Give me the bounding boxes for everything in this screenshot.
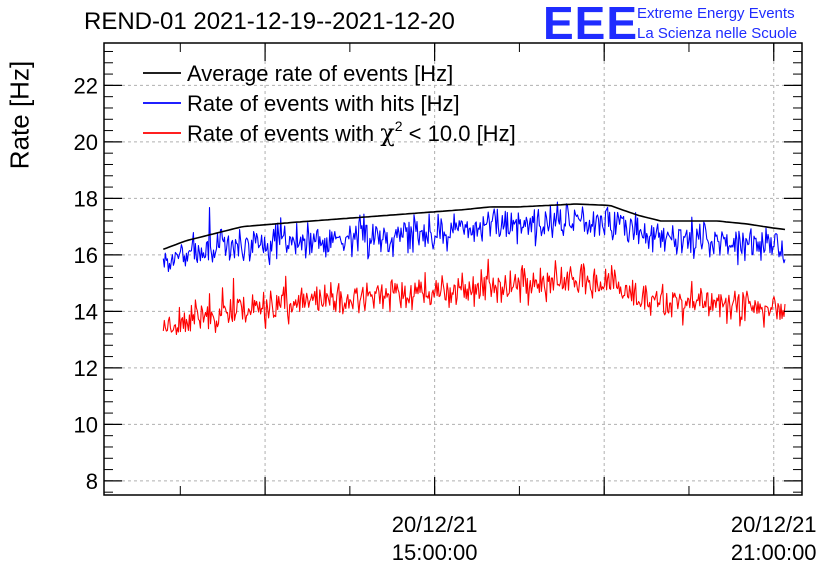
y-tick-label: 10	[74, 412, 98, 437]
grid	[104, 43, 802, 495]
series-layer	[162, 201, 786, 336]
y-tick-label: 18	[74, 186, 98, 211]
chart-title: REND-01 2021-12-19--2021-12-20	[84, 8, 455, 35]
y-tick-label: 8	[86, 469, 98, 494]
x-tick-time-label: 15:00:00	[392, 540, 478, 565]
plot-frame	[103, 42, 803, 496]
legend-label-red: Rate of events with χ2 < 10.0 [Hz]	[187, 118, 516, 147]
eee-logo: EEE	[543, 0, 639, 49]
legend: Average rate of events [Hz] Rate of event…	[143, 61, 516, 147]
series-line-black	[163, 203, 786, 250]
legend-chi-symbol: χ	[380, 119, 395, 147]
x-tick-date-label: 20/12/21	[731, 512, 817, 537]
legend-label-blue: Rate of events with hits [Hz]	[187, 91, 460, 116]
axes: 8 10 12 14 16 18 20 22 20/12/21 15:00:00 20/12/21 2…	[74, 43, 817, 565]
logo-line-1: Extreme Energy Events	[637, 5, 795, 22]
series-line-red	[162, 258, 786, 336]
series-line-blue	[162, 201, 786, 273]
legend-superscript: 2	[395, 118, 403, 134]
legend-label-prefix: Rate of events with	[187, 121, 380, 146]
legend-label-black: Average rate of events [Hz]	[187, 61, 453, 86]
logo-line-2: La Scienza nelle Scuole	[637, 25, 798, 42]
legend-label-suffix: < 10.0 [Hz]	[403, 121, 516, 146]
x-tick-time-label: 21:00:00	[731, 540, 817, 565]
logo-caption: Extreme Energy Events La Scienza nelle S…	[637, 4, 797, 44]
y-tick-label: 22	[74, 73, 98, 98]
x-tick-date-label: 20/12/21	[392, 512, 478, 537]
y-tick-label: 14	[74, 299, 98, 324]
y-tick-label: 12	[74, 356, 98, 381]
y-tick-label: 16	[74, 243, 98, 268]
y-tick-label: 20	[74, 130, 98, 155]
